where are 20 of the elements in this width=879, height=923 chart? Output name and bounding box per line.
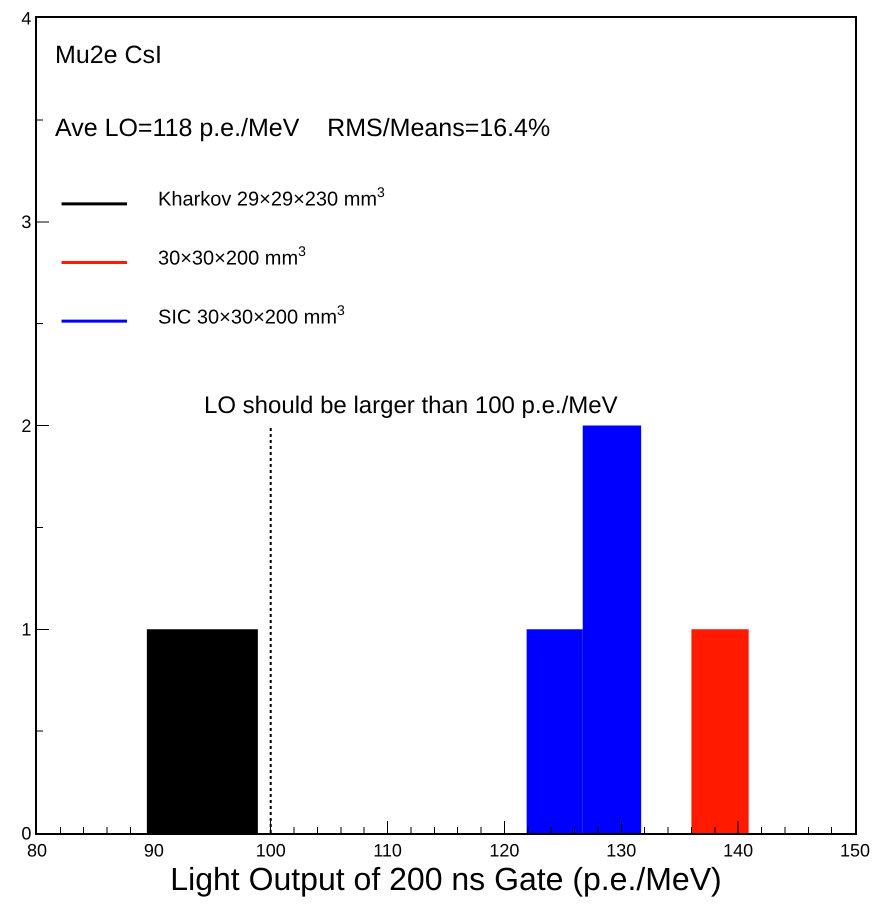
y-tick-label: 0 xyxy=(21,823,32,844)
x-tick-label: 140 xyxy=(723,840,754,861)
x-tick-label: 150 xyxy=(840,840,870,861)
x-tick-label: 110 xyxy=(373,840,402,861)
y-tick-label: 2 xyxy=(21,416,32,436)
x-tick-label: 90 xyxy=(144,840,164,861)
y-tick-label: 3 xyxy=(21,212,32,232)
legend-label: Kharkov 29×29×230 mm$^{3}$ xyxy=(158,184,386,210)
x-tick-label: 100 xyxy=(256,840,286,861)
x-axis-title: Light Output of 200 ns Gate (p.e./MeV) xyxy=(170,861,722,897)
legend-label: SIC 30×30×200 mm$^{3}$ xyxy=(158,302,345,328)
annotation: Mu2e CsI xyxy=(55,41,162,69)
x-tick-label: 80 xyxy=(26,840,48,861)
x-tick-label: 120 xyxy=(489,840,520,861)
y-tick-label: 4 xyxy=(21,8,32,28)
legend-label: 30×30×200 mm$^{3}$ xyxy=(158,243,306,270)
y-tick-label: 1 xyxy=(21,620,32,640)
ref-line-label: LO should be larger than 100 p.e./MeV xyxy=(204,392,618,419)
annotation: Ave LO=118 p.e./MeV RMS/Means=16.4% xyxy=(55,114,550,142)
x-tick-label: 130 xyxy=(606,840,636,861)
